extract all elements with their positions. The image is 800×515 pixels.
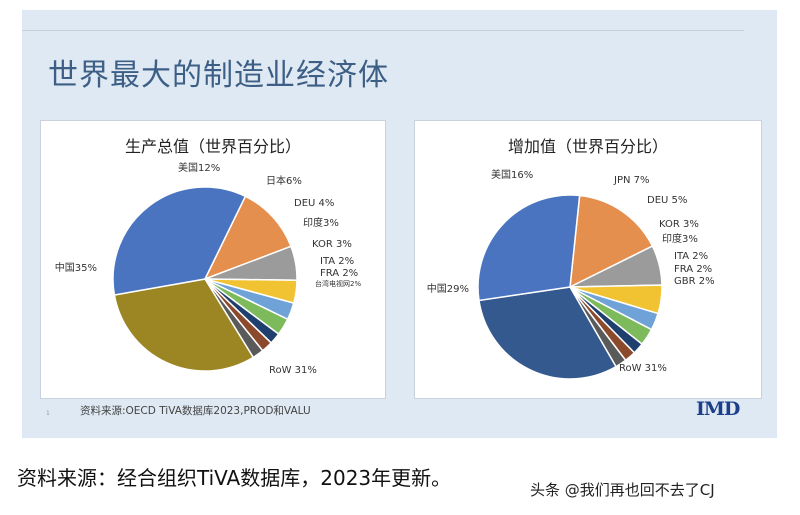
- slice-label: 中国35%: [55, 261, 97, 274]
- slice-label: ITA 2%: [320, 256, 354, 267]
- pie-slice: [477, 194, 581, 302]
- slice-label: FRA 2%: [320, 268, 358, 279]
- imd-logo: IMD: [696, 398, 740, 420]
- watermark: 头条 @我们再也回不去了CJ: [530, 481, 715, 499]
- slice-label: 中国29%: [427, 282, 469, 295]
- slice-label: DEU 4%: [294, 198, 334, 209]
- page-title: 世界最大的制造业经济体: [48, 58, 389, 93]
- slice-label: RoW 31%: [269, 365, 317, 376]
- pie-slice: [112, 186, 247, 296]
- chart-panel-value-added: 增加值（世界百分比） 美国16% JPN 7% DEU 5% KOR 3% 印度3% IT…: [414, 120, 762, 399]
- title-divider: [22, 30, 744, 31]
- chart-title: 增加值（世界百分比）: [507, 137, 668, 156]
- slice-label: 台湾电视网2%: [315, 279, 361, 288]
- slide-number: 1: [46, 410, 50, 417]
- source-note: 资料来源:OECD TiVA数据库2023,PROD和VALU: [80, 405, 311, 417]
- slice-label: FRA 2%: [674, 264, 712, 275]
- chart-title: 生产总值（世界百分比）: [124, 137, 301, 156]
- slice-label: GBR 2%: [674, 276, 715, 287]
- slice-label: RoW 31%: [619, 363, 667, 374]
- pie-chart-value-added: 美国16% JPN 7% DEU 5% KOR 3% 印度3% ITA 2% FRA 2%G…: [427, 168, 715, 380]
- slice-label: JPN 7%: [613, 175, 650, 186]
- pie-slice: [478, 286, 618, 380]
- slice-label: KOR 3%: [659, 219, 699, 230]
- slice-label: 日本6%: [266, 174, 302, 187]
- chart-panel-gross-output: 生产总值（世界百分比） 美国12% 日本6% DEU 4% 印度3% KOR 3% ITA…: [40, 120, 386, 399]
- slice-label: 印度3%: [662, 232, 698, 245]
- slice-label: 美国16%: [491, 168, 533, 181]
- slice-label: ITA 2%: [674, 251, 708, 262]
- pie-slice: [569, 194, 654, 289]
- pie-slice: [113, 278, 255, 372]
- caption: 资料来源：经合组织TiVA数据库，2023年更新。: [17, 466, 452, 490]
- pie-chart-gross-output: 美国12% 日本6% DEU 4% 印度3% KOR 3% ITA 2%FRA 2%台湾电…: [55, 161, 362, 376]
- slice-label: 美国12%: [178, 161, 220, 174]
- slice-label: KOR 3%: [312, 239, 352, 250]
- pie-slice: [203, 195, 292, 281]
- slice-label: DEU 5%: [647, 195, 687, 206]
- slice-label: 印度3%: [303, 216, 339, 229]
